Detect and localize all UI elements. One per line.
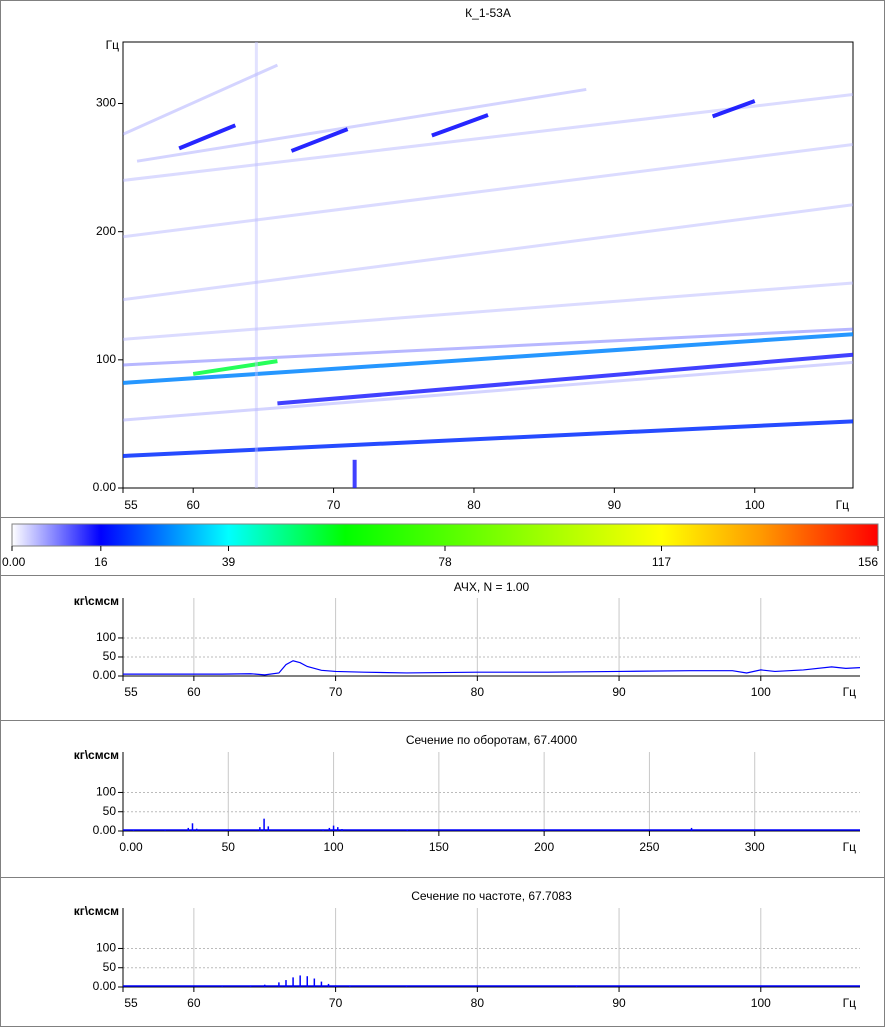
streak bbox=[123, 281, 853, 341]
streak bbox=[123, 419, 853, 458]
y-tick-label: 100 bbox=[96, 352, 116, 366]
y-axis-label: кг\смсм bbox=[74, 594, 119, 608]
plot-area bbox=[123, 752, 860, 831]
colorbar-tick-label: 39 bbox=[222, 555, 236, 569]
x-tick-label: 250 bbox=[639, 840, 659, 854]
streak bbox=[711, 99, 756, 119]
streak bbox=[277, 352, 853, 406]
x-tick-label: 0.00 bbox=[119, 840, 143, 854]
y-axis-label: Гц bbox=[106, 38, 119, 52]
y-tick-label: 100 bbox=[96, 785, 116, 799]
colorbar-tick-label: 0.00 bbox=[2, 555, 26, 569]
streak bbox=[123, 143, 853, 239]
y-tick-label: 100 bbox=[96, 630, 116, 644]
x-tick-label: 300 bbox=[745, 840, 765, 854]
x-tick-label: 90 bbox=[608, 498, 622, 512]
x-tick-label: 70 bbox=[327, 498, 341, 512]
x-tick-label: 50 bbox=[222, 840, 236, 854]
y-axis-label: кг\смсм bbox=[74, 748, 119, 762]
chart-title: АЧХ, N = 1.00 bbox=[454, 580, 530, 594]
x-tick-label: 60 bbox=[187, 498, 201, 512]
colorbar bbox=[11, 523, 879, 547]
y-tick-label: 200 bbox=[96, 224, 116, 238]
y-tick-label: 100 bbox=[96, 941, 116, 955]
x-axis-label: Гц bbox=[836, 498, 849, 512]
streak bbox=[431, 113, 489, 138]
x-tick-label: 60 bbox=[187, 996, 201, 1010]
x-tick-label: 100 bbox=[751, 996, 771, 1010]
x-tick-label: 70 bbox=[329, 685, 343, 699]
colorbar-tick-label: 117 bbox=[652, 555, 671, 569]
y-tick-label: 50 bbox=[103, 960, 117, 974]
y-tick-label: 0.00 bbox=[93, 668, 117, 682]
y-tick-label: 0.00 bbox=[93, 823, 117, 837]
x-tick-label: 60 bbox=[187, 685, 201, 699]
y-tick-label: 300 bbox=[96, 96, 116, 110]
chart-title: Сечение по оборотам, 67.4000 bbox=[406, 733, 578, 747]
x-tick-label: 90 bbox=[612, 996, 626, 1010]
x-tick-label: 55 bbox=[124, 685, 138, 699]
streak bbox=[123, 360, 853, 422]
chart-title: К_1-53А bbox=[465, 6, 511, 20]
streak bbox=[290, 127, 349, 153]
x-tick-label: 70 bbox=[329, 996, 343, 1010]
x-axis-label: Гц bbox=[843, 840, 856, 854]
y-tick-label: 50 bbox=[103, 649, 117, 663]
x-tick-label: 100 bbox=[324, 840, 344, 854]
plot-area bbox=[123, 598, 860, 676]
y-tick-label: 0.00 bbox=[93, 979, 117, 993]
colorbar-tick-label: 78 bbox=[438, 555, 452, 569]
colorbar-tick-label: 156 bbox=[858, 555, 878, 569]
x-tick-label: 200 bbox=[534, 840, 554, 854]
x-axis-label: Гц bbox=[843, 685, 856, 699]
streak bbox=[136, 87, 587, 163]
streak bbox=[123, 332, 853, 385]
streak bbox=[123, 327, 853, 367]
x-tick-label: 80 bbox=[471, 996, 485, 1010]
streak bbox=[192, 359, 278, 376]
x-tick-label: 150 bbox=[429, 840, 449, 854]
x-tick-label: 80 bbox=[467, 498, 481, 512]
x-tick-label: 55 bbox=[124, 996, 138, 1010]
streak bbox=[123, 63, 279, 136]
x-tick-label: 100 bbox=[751, 685, 771, 699]
chart-title: Сечение по частоте, 67.7083 bbox=[411, 889, 572, 903]
x-tick-label: 55 bbox=[124, 498, 138, 512]
x-tick-label: 90 bbox=[612, 685, 626, 699]
x-tick-label: 80 bbox=[471, 685, 485, 699]
y-tick-label: 50 bbox=[103, 804, 117, 818]
plot-area bbox=[123, 908, 860, 987]
x-tick-label: 100 bbox=[745, 498, 765, 512]
y-tick-label: 0.00 bbox=[93, 480, 117, 494]
y-axis-label: кг\смсм bbox=[74, 904, 119, 918]
response-line bbox=[123, 660, 861, 676]
colorbar-tick-label: 16 bbox=[94, 555, 108, 569]
streak bbox=[178, 123, 237, 151]
x-axis-label: Гц bbox=[843, 996, 856, 1010]
streak bbox=[123, 203, 853, 302]
